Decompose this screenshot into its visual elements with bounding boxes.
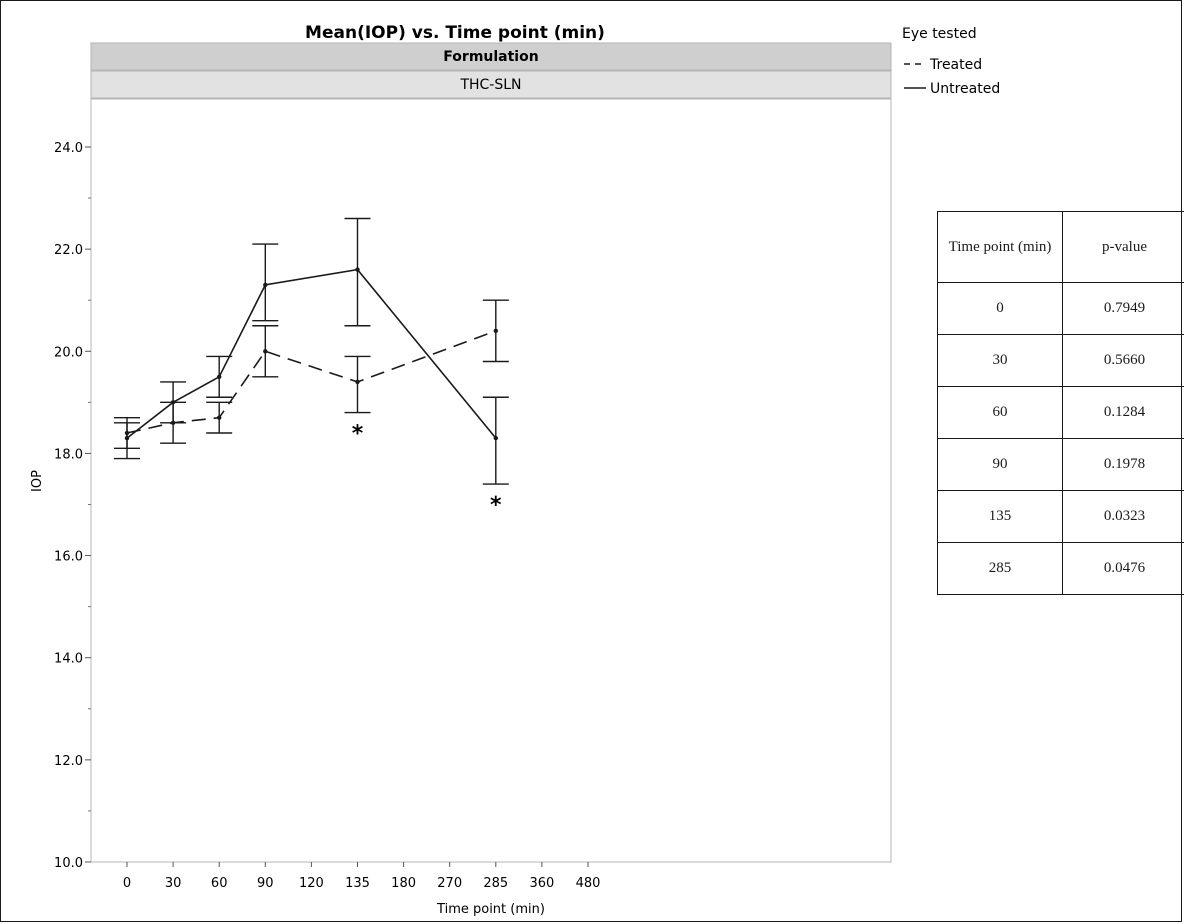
significance-star: * — [352, 422, 364, 447]
x-tick-label: 270 — [437, 876, 462, 891]
y-axis: 10.0 12.0 14.0 16.0 18.0 20.0 22.0 24.0 — [54, 141, 91, 871]
data-point-untreated — [493, 435, 498, 441]
series-line-treated — [126, 330, 497, 434]
y-tick-label: 20.0 — [54, 345, 83, 360]
table-cell-pvalue: 0.0476 — [1062, 542, 1184, 595]
table-row: 285 0.0476 — [937, 542, 1184, 595]
table-row: 0 0.7949 — [937, 282, 1184, 335]
data-point-treated — [263, 349, 268, 354]
x-tick-label: 90 — [257, 876, 274, 891]
table-cell-time: 0 — [937, 282, 1063, 335]
y-axis-title: IOP — [30, 470, 45, 492]
y-tick-label: 12.0 — [54, 754, 83, 769]
y-tick-label: 24.0 — [54, 141, 83, 156]
table-cell-pvalue: 0.7949 — [1062, 282, 1184, 335]
table-row: 135 0.0323 — [937, 490, 1184, 543]
table-row: 30 0.5660 — [937, 334, 1184, 387]
series-layer — [114, 217, 509, 485]
table-header-row: Time point (min) p-value — [937, 211, 1184, 283]
legend: Eye tested Treated Untreated — [902, 26, 1000, 97]
table-cell-pvalue: 0.1978 — [1062, 438, 1184, 491]
table-cell-time: 135 — [937, 490, 1063, 543]
legend-title: Eye tested — [902, 26, 977, 42]
legend-entry-treated: Treated — [929, 57, 982, 73]
panel-label-band — [90, 70, 892, 99]
x-axis-title: Time point (min) — [436, 902, 545, 917]
table-row: 60 0.1284 — [937, 386, 1184, 439]
x-tick-label: 180 — [391, 876, 416, 891]
table-header-pvalue: p-value — [1062, 211, 1184, 283]
y-tick-label: 14.0 — [54, 652, 83, 667]
table-cell-time: 60 — [937, 386, 1063, 439]
table-cell-time: 30 — [937, 334, 1063, 387]
x-tick-label: 120 — [299, 876, 324, 891]
x-axis: 0 30 60 90 120 135 180 270 285 360 480 — [123, 862, 601, 891]
table-header-time: Time point (min) — [937, 211, 1063, 283]
table-row: 90 0.1978 — [937, 438, 1184, 491]
data-point-untreated — [170, 400, 176, 405]
data-point-treated — [217, 415, 222, 420]
plot-area — [90, 98, 892, 863]
table-cell-pvalue: 0.0323 — [1062, 490, 1184, 543]
data-point-treated — [493, 328, 498, 334]
data-point-untreated — [355, 267, 360, 272]
table-cell-time: 90 — [937, 438, 1063, 491]
panel-header-band — [90, 42, 892, 71]
data-point-treated — [355, 379, 360, 385]
significance-star: * — [490, 493, 502, 518]
chart-title: Mean(IOP) vs. Time point (min) — [305, 23, 605, 43]
panel-label-text: THC-SLN — [459, 77, 521, 93]
p-value-table: Time point (min) p-value 0 0.7949 30 0.566… — [937, 211, 1184, 595]
y-tick-label: 18.0 — [54, 447, 83, 462]
x-tick-label: 360 — [529, 876, 554, 891]
table-cell-pvalue: 0.1284 — [1062, 386, 1184, 439]
x-tick-label: 135 — [345, 876, 370, 891]
y-tick-label: 22.0 — [54, 243, 83, 258]
legend-entry-untreated: Untreated — [930, 81, 1000, 97]
x-tick-label: 480 — [576, 876, 601, 891]
data-point-untreated — [263, 282, 268, 288]
y-tick-label: 10.0 — [54, 856, 83, 871]
x-tick-label: 30 — [165, 876, 182, 891]
x-tick-label: 0 — [123, 876, 131, 891]
x-tick-label: 60 — [211, 876, 228, 891]
x-tick-label: 285 — [483, 876, 508, 891]
table-cell-pvalue: 0.5660 — [1062, 334, 1184, 387]
data-point-untreated — [217, 374, 222, 380]
series-line-untreated — [126, 268, 497, 439]
panel-header-text: Formulation — [443, 49, 538, 65]
y-tick-label: 16.0 — [54, 550, 83, 565]
data-point-untreated — [124, 435, 130, 441]
table-cell-time: 285 — [937, 542, 1063, 595]
annotation-layer: ** — [352, 422, 502, 518]
